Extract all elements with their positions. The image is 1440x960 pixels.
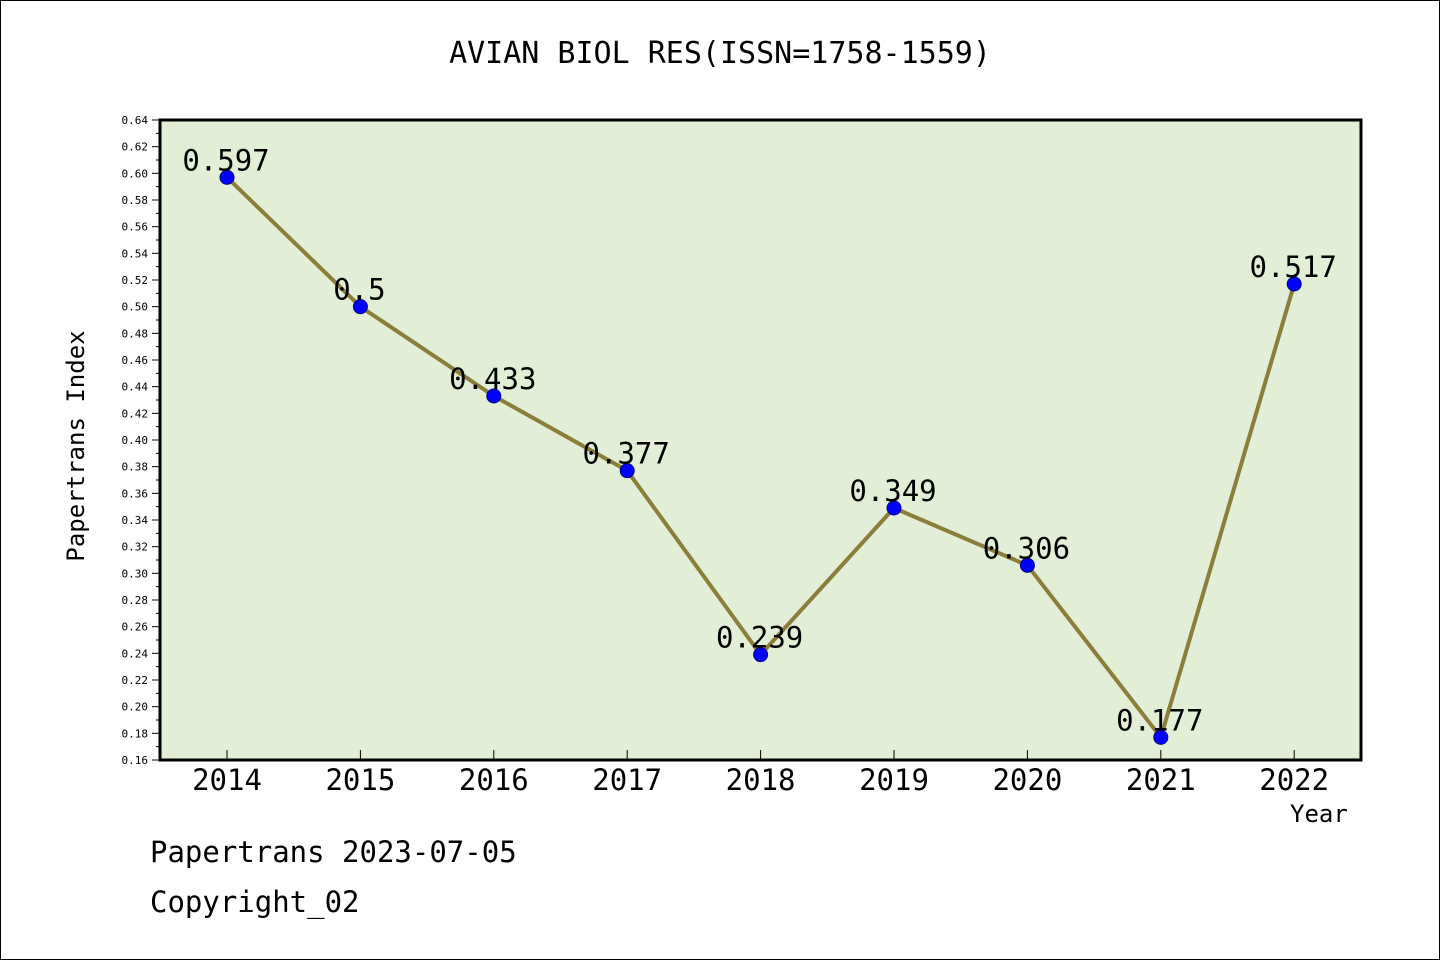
x-tick-label: 2021 <box>1126 763 1196 797</box>
data-point <box>352 299 368 315</box>
footer-date: Papertrans 2023-07-05 <box>150 835 517 869</box>
data-point <box>753 647 769 663</box>
data-points <box>219 169 1302 745</box>
footer-copyright: Copyright_02 <box>150 885 360 919</box>
data-label: 0.377 <box>583 437 670 471</box>
y-tick-label: 0.56 <box>122 221 149 234</box>
x-tick-label: 2022 <box>1259 763 1329 797</box>
y-tick-label: 0.22 <box>122 674 149 687</box>
y-tick-label: 0.18 <box>122 727 149 740</box>
data-label: 0.239 <box>716 621 803 655</box>
y-tick-label: 0.38 <box>122 461 149 474</box>
x-tick-label: 2016 <box>459 763 529 797</box>
data-point <box>619 463 635 479</box>
y-tick-label: 0.60 <box>122 167 149 180</box>
y-tick-label: 0.30 <box>122 567 149 580</box>
data-label: 0.433 <box>449 362 536 396</box>
x-tick-label: 2020 <box>992 763 1062 797</box>
x-tick-label: 2014 <box>192 763 262 797</box>
data-point <box>1019 557 1035 573</box>
chart-title: AVIAN BIOL RES(ISSN=1758-1559) <box>449 36 991 71</box>
y-tick-label: 0.26 <box>122 621 149 634</box>
y-tick-label: 0.32 <box>122 541 149 554</box>
y-tick-label: 0.24 <box>122 647 149 660</box>
data-labels: 0.597 0.5 0.433 0.377 0.239 0.349 0.306 0.177 0.… <box>182 143 1337 737</box>
y-tick-label: 0.40 <box>122 434 149 447</box>
data-point <box>1153 729 1169 745</box>
y-tick-label: 0.48 <box>122 327 149 340</box>
y-axis: 0.16 0.18 0.20 0.22 0.24 0.26 0.28 0.30 0.32 0.34… <box>122 114 160 767</box>
y-tick-label: 0.58 <box>122 194 149 207</box>
data-label: 0.306 <box>983 531 1070 565</box>
y-tick-label: 0.52 <box>122 274 149 287</box>
y-tick-label: 0.50 <box>122 301 149 314</box>
y-tick-label: 0.54 <box>122 247 149 260</box>
data-point <box>486 388 502 404</box>
y-tick-label: 0.44 <box>122 381 149 394</box>
y-axis-label: Papertrans Index <box>62 330 90 562</box>
y-tick-label: 0.36 <box>122 487 149 500</box>
y-tick-label: 0.28 <box>122 594 149 607</box>
data-label: 0.517 <box>1250 250 1337 284</box>
y-tick-label: 0.42 <box>122 407 149 420</box>
y-tick-label: 0.34 <box>122 514 149 527</box>
x-tick-label: 2019 <box>859 763 929 797</box>
x-tick-label: 2015 <box>325 763 395 797</box>
y-tick-label: 0.16 <box>122 754 149 767</box>
data-label: 0.5 <box>333 273 385 307</box>
data-label: 0.177 <box>1116 703 1203 737</box>
plot-border <box>158 118 1363 762</box>
data-point <box>1286 276 1302 292</box>
x-tick-label: 2018 <box>726 763 796 797</box>
y-tick-label: 0.62 <box>122 141 149 154</box>
y-tick-label: 0.64 <box>122 114 149 127</box>
y-tick-label: 0.20 <box>122 701 149 714</box>
data-point <box>886 500 902 516</box>
x-axis: 2014 2015 2016 2017 2018 2019 2020 2021 2022 <box>192 750 1329 797</box>
x-tick-label: 2017 <box>592 763 662 797</box>
x-axis-label: Year <box>1290 800 1348 828</box>
data-label: 0.597 <box>182 143 269 177</box>
data-label: 0.349 <box>849 474 936 508</box>
y-tick-label: 0.46 <box>122 354 149 367</box>
data-point <box>219 169 235 185</box>
